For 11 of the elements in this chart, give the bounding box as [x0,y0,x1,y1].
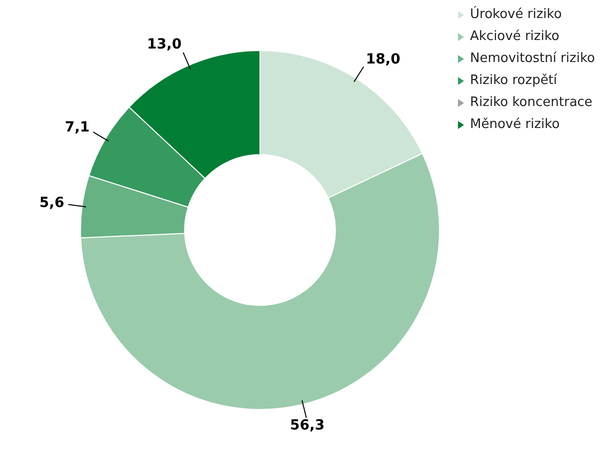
data-label: 56,3 [290,417,325,434]
legend-label: Úrokové riziko [470,5,562,24]
legend-label: Akciové riziko [470,28,560,46]
data-label: 18,0 [366,52,401,68]
legend-label: Riziko rozpětí [470,72,558,90]
data-label: 7,1 [64,120,90,136]
data-label: 5,6 [39,195,64,212]
legend-label: Nemovitostní riziko [470,50,595,68]
legend-label: Riziko koncentrace [470,94,592,112]
legend-label: Měnové riziko [470,116,560,134]
data-label: 13,0 [147,36,182,53]
